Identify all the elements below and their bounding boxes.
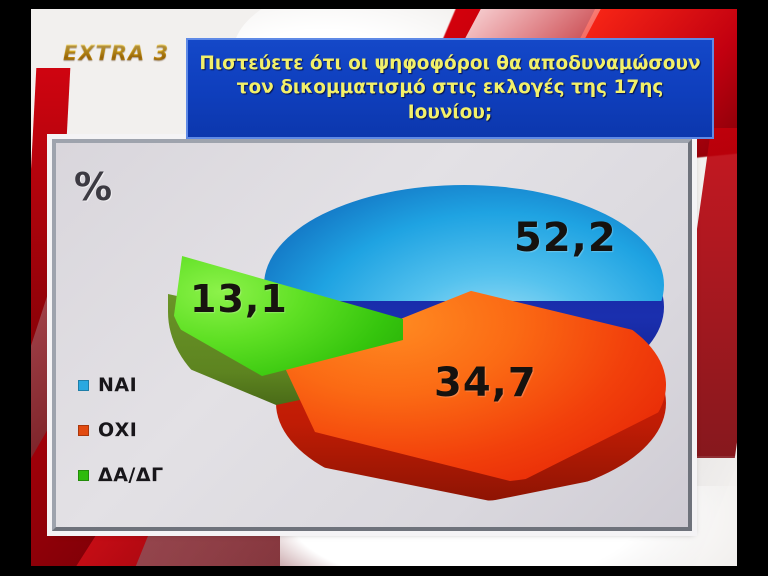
legend-item-dk: ΔΑ/ΔΓ xyxy=(78,464,268,486)
legend-swatch-yes-icon xyxy=(78,379,89,391)
headline-banner: Πιστεύετε ότι οι ψηφοφόροι θα αποδυναμώσ… xyxy=(186,38,714,139)
pie-value-yes: 52,2 xyxy=(514,215,617,261)
legend-label-dk: ΔΑ/ΔΓ xyxy=(98,464,164,486)
legend-swatch-no-icon xyxy=(78,424,89,436)
legend-swatch-dk-icon xyxy=(78,469,89,481)
letterbox-left xyxy=(0,0,31,576)
legend-label-yes: ΝΑΙ xyxy=(98,374,138,396)
legend-item-no: ΟΧΙ xyxy=(78,419,268,441)
legend-item-yes: ΝΑΙ xyxy=(78,374,268,396)
letterbox-bottom xyxy=(0,566,768,576)
channel-logo: EXTRA 3 xyxy=(63,41,170,65)
legend-label-no: ΟΧΙ xyxy=(98,419,138,441)
chart-panel: % 52,2 34,7 13,1 ΝΑΙ ΟΧΙ ΔΑ/ΔΓ xyxy=(52,139,692,531)
letterbox-right xyxy=(737,0,768,576)
chart-legend: ΝΑΙ ΟΧΙ ΔΑ/ΔΓ xyxy=(78,374,268,509)
percent-unit-label: % xyxy=(74,165,113,209)
pie-value-dk: 13,1 xyxy=(190,277,288,321)
headline-text: Πιστεύετε ότι οι ψηφοφόροι θα αποδυναμώσ… xyxy=(199,52,701,123)
letterbox-top xyxy=(0,0,768,9)
pie-value-no: 34,7 xyxy=(434,360,537,406)
